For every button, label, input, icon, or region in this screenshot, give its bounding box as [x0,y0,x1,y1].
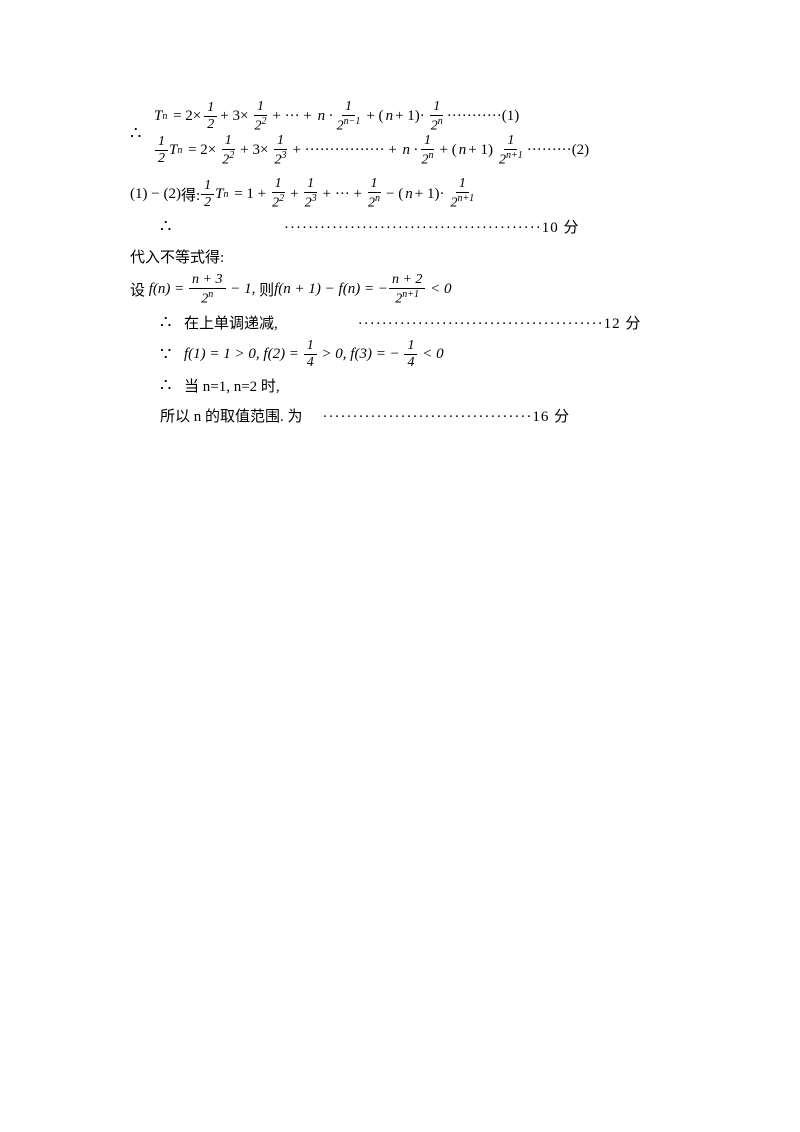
score-12: ········································… [358,312,642,333]
equation-stack: Tn = 2× 12 + 3× 122 + ··· + n · 12n−1 + … [154,100,589,167]
mono-text: 在上单调递减, [184,312,278,333]
range-line: 所以 n 的取值范围. 为 ··························… [160,402,800,430]
therefore-score10: ∴ ······································… [160,213,800,241]
step-de: 得: [181,184,200,205]
lt0-text: < 0 [422,346,443,363]
f1-text: f(1) = 1 > 0, f(2) = [184,346,299,363]
range-text: 所以 n 的取值范围. 为 [160,405,303,426]
when-line: ∴ 当 n=1, n=2 时, [160,372,800,400]
score-10: ········································… [284,216,580,237]
eq1-tag: (1) [502,108,520,125]
sub-inequality: 代入不等式得: [130,243,800,271]
sub-text: 代入不等式得: [130,246,224,267]
eq2-tag: (2) [572,142,590,159]
because-values: ∵ f(1) = 1 > 0, f(2) = 14 > 0, f(3) = − … [160,339,800,370]
f3-text: > 0, f(3) = − [321,346,399,363]
then-label: 则 [259,279,274,300]
let-label: 设 [130,279,145,300]
equation-1: Tn = 2× 12 + 3× 122 + ··· + n · 12n−1 + … [154,100,589,134]
equation-2: 12 Tn = 2× 122 + 3× 123 + ··············… [154,134,589,168]
let-fn: 设 f(n) = n + 32n − 1, 则 f(n + 1) − f(n) … [130,273,800,307]
subtract-step: (1) − (2)得: 12 Tn = 1 + 122 + 123 + ··· … [130,177,800,211]
step-prefix: (1) − (2) [130,186,181,203]
therefore-equations: ∴ Tn = 2× 12 + 3× 122 + ··· + n · 12n−1 … [130,100,800,167]
when-text: 当 n=1, n=2 时, [184,375,280,396]
therefore-symbol: ∴ [130,123,148,144]
monotone-line: ∴ 在上单调递减, ······························… [160,309,800,337]
score-16: ···································16 分 [323,405,571,426]
